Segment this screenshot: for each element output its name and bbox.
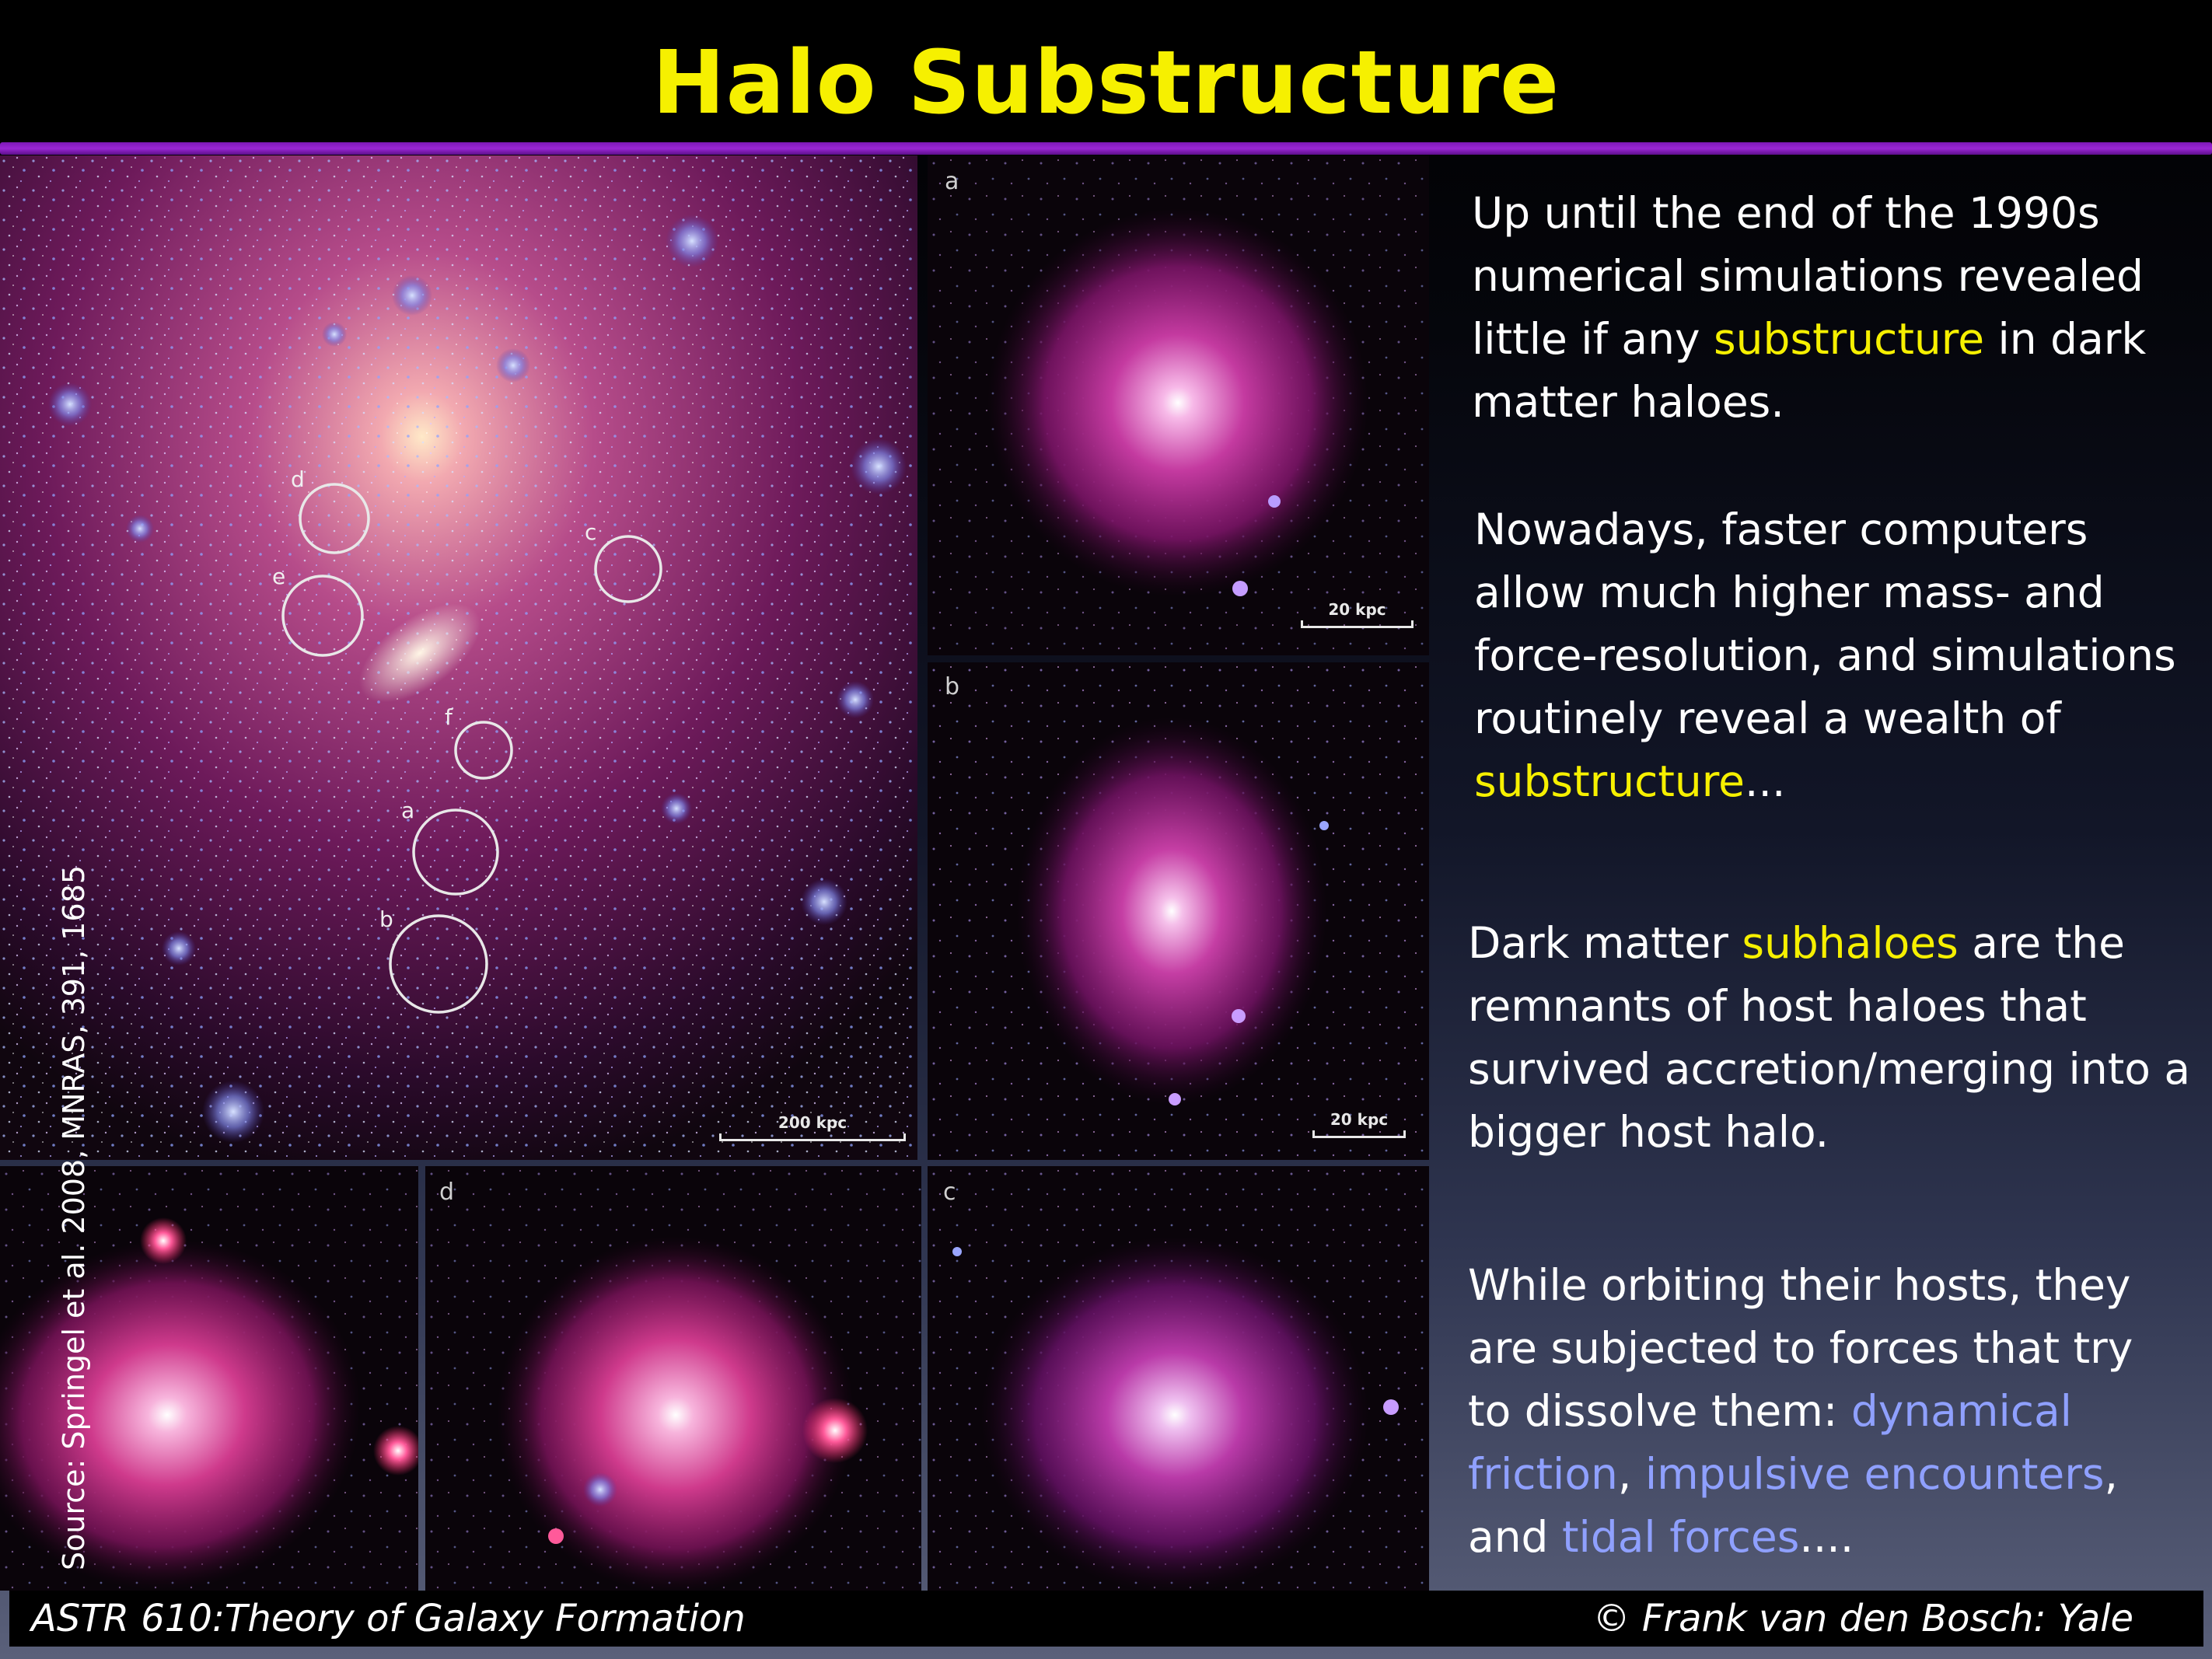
- text-run: Dark matter: [1468, 918, 1742, 968]
- panel-b-scale-label: 20 kpc: [1330, 1110, 1389, 1129]
- panel-letter-a: a: [945, 168, 959, 195]
- circle-label-a: a: [401, 798, 415, 823]
- text-run: remnants of host haloes that: [1468, 981, 2087, 1031]
- paragraph-line: allow much higher mass- and: [1474, 561, 2176, 624]
- footer-course: ASTR 610:Theory of Galaxy Formation: [31, 1597, 746, 1640]
- paragraph-line: are subjected to forces that try: [1468, 1317, 2133, 1380]
- text-run: ,: [2104, 1449, 2118, 1499]
- paragraph-line: numerical simulations revealed: [1472, 245, 2146, 308]
- paragraph-line: Up until the end of the 1990s: [1472, 182, 2146, 245]
- footer-bar: ASTR 610:Theory of Galaxy Formation © Fr…: [9, 1591, 2203, 1647]
- text-run: While orbiting their hosts, they: [1468, 1260, 2131, 1310]
- main-scale-label: 200 kpc: [778, 1113, 847, 1132]
- subhalo-circle-a: [412, 809, 499, 896]
- highlighted-term: substructure: [1714, 314, 1985, 364]
- paragraph-line: remnants of host haloes that: [1468, 975, 2190, 1038]
- paragraph-line: friction, impulsive encounters,: [1468, 1443, 2133, 1506]
- panel-letter-d: d: [439, 1179, 455, 1206]
- text-run: are the: [1958, 918, 2125, 968]
- text-run: bigger host halo.: [1468, 1107, 1829, 1157]
- subhalo-circle-d: [299, 483, 370, 554]
- main-scale-bar: 200 kpc: [719, 1113, 906, 1141]
- text-run: ...: [1745, 756, 1786, 806]
- zoom-panel-d: d: [425, 1166, 921, 1591]
- zoom-panel-e: [0, 1166, 418, 1591]
- circle-label-f: f: [445, 704, 453, 730]
- zoom-panel-c: c: [928, 1166, 1429, 1591]
- text-run: survived accretion/merging into a: [1468, 1044, 2191, 1094]
- circle-label-d: d: [291, 466, 305, 492]
- subhalo-circle-b: [389, 914, 488, 1014]
- paragraph-line: and tidal forces....: [1468, 1506, 2133, 1569]
- main-halo-image: d e c f a b 200 kpc: [0, 155, 917, 1160]
- paragraph-line: Nowadays, faster computers: [1474, 498, 2176, 561]
- paragraph-4: While orbiting their hosts, they are subj…: [1468, 1254, 2133, 1569]
- text-run: ....: [1799, 1512, 1854, 1562]
- highlighted-term: substructure: [1474, 756, 1745, 806]
- paragraph-line: bigger host halo.: [1468, 1101, 2190, 1164]
- text-run: little if any: [1472, 314, 1714, 364]
- text-run: and: [1468, 1512, 1562, 1562]
- highlighted-term: dynamical: [1850, 1386, 2072, 1436]
- text-run: numerical simulations revealed: [1472, 251, 2144, 301]
- main-halo-graphic: [0, 155, 917, 1160]
- paragraph-line: routinely reveal a wealth of: [1474, 687, 2176, 750]
- paragraph-line: survived accretion/merging into a: [1468, 1038, 2190, 1101]
- title-bar: Halo Substructure: [0, 0, 2212, 148]
- highlighted-term: tidal forces: [1561, 1512, 1800, 1562]
- text-run: are subjected to forces that try: [1468, 1323, 2133, 1373]
- zoom-panel-a: a 20 kpc: [928, 155, 1429, 655]
- text-run: matter haloes.: [1472, 377, 1784, 427]
- panel-letter-b: b: [945, 673, 960, 700]
- paragraph-line: force-resolution, and simulations: [1474, 624, 2176, 687]
- panel-a-scale-bar: 20 kpc: [1301, 600, 1414, 628]
- subhalo-circle-f: [454, 721, 513, 780]
- subhalo-circle-e: [281, 575, 364, 657]
- zoom-panel-b: b 20 kpc: [928, 662, 1429, 1160]
- halo-a-graphic: [928, 155, 1429, 655]
- circle-label-e: e: [272, 564, 286, 589]
- highlighted-term: friction: [1468, 1449, 1618, 1499]
- paragraph-line: While orbiting their hosts, they: [1468, 1254, 2133, 1317]
- halo-d-graphic: [425, 1166, 921, 1591]
- footer-copyright: © Frank van den Bosch: Yale: [1592, 1597, 2133, 1640]
- paragraph-line: substructure...: [1474, 750, 2176, 813]
- paragraph-line: to dissolve them: dynamical: [1468, 1380, 2133, 1443]
- paragraph-line: little if any substructure in dark: [1472, 308, 2146, 371]
- halo-c-graphic: [928, 1166, 1429, 1591]
- source-credit: Source: Springel et al. 2008, MNRAS, 391…: [57, 864, 91, 1570]
- paragraph-3: Dark matter subhaloes are the remnants of…: [1468, 912, 2190, 1164]
- paragraph-2: Nowadays, faster computers allow much hig…: [1474, 498, 2176, 813]
- circle-label-b: b: [379, 906, 393, 932]
- highlighted-term: impulsive encounters: [1644, 1449, 2105, 1499]
- text-run: in dark: [1984, 314, 2147, 364]
- text-run: Up until the end of the 1990s: [1472, 188, 2100, 238]
- paragraph-1: Up until the end of the 1990s numerical s…: [1472, 182, 2146, 434]
- subhalo-circle-c: [594, 535, 662, 603]
- panel-a-scale-label: 20 kpc: [1328, 600, 1386, 619]
- highlighted-term: subhaloes: [1742, 918, 1959, 968]
- text-run: Nowadays, faster computers: [1474, 505, 2088, 554]
- text-run: ,: [1617, 1449, 1645, 1499]
- text-run: force-resolution, and simulations: [1474, 630, 2176, 680]
- text-run: routinely reveal a wealth of: [1474, 693, 2061, 743]
- panel-letter-c: c: [943, 1179, 956, 1206]
- halo-e-graphic: [0, 1166, 418, 1591]
- halo-b-graphic: [928, 662, 1429, 1160]
- text-run: to dissolve them:: [1468, 1386, 1851, 1436]
- slide-title: Halo Substructure: [652, 33, 1560, 134]
- panel-b-scale-bar: 20 kpc: [1312, 1110, 1406, 1138]
- circle-label-c: c: [585, 519, 597, 545]
- paragraph-line: matter haloes.: [1472, 371, 2146, 434]
- paragraph-line: Dark matter subhaloes are the: [1468, 912, 2190, 975]
- title-underline: [0, 142, 2212, 155]
- text-run: allow much higher mass- and: [1474, 568, 2105, 617]
